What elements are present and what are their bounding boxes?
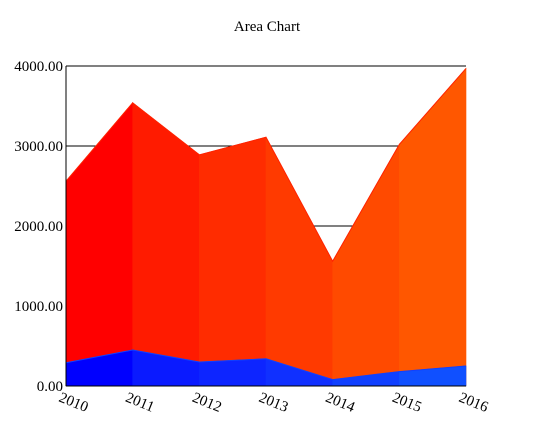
x-tick-label: 2015 [390,390,424,416]
series-line [65,68,467,263]
x-tick-label: 2016 [457,390,491,416]
x-tick-labels: 2010 2011 2012 2013 2014 2015 2016 [57,390,491,416]
area-segment [265,137,333,387]
y-tick-label: 4000.00 [14,59,63,75]
chart-title: Area Chart [234,19,301,35]
area-segment [199,136,267,387]
y-tick-label: 0.00 [37,379,63,395]
area-series [65,67,467,387]
y-tick-label: 1000.00 [14,299,63,315]
area-segment [399,67,467,387]
area-series-1 [65,67,467,387]
area-segment [199,358,267,387]
x-tick-label: 2010 [57,390,91,416]
y-tick-label: 3000.00 [14,139,63,155]
area-segment [65,101,133,387]
area-series-2 [65,349,467,387]
area-segment [332,143,400,387]
x-tick-label: 2013 [257,390,291,416]
area-segment [132,102,200,387]
x-tick-label: 2011 [123,390,156,416]
axes [65,66,466,387]
x-tick-label: 2014 [323,390,357,416]
y-tick-label: 2000.00 [14,219,63,235]
x-tick-label: 2012 [190,390,224,416]
y-tick-labels: 0.00 1000.00 2000.00 3000.00 4000.00 [14,59,63,395]
series-line [65,349,467,381]
